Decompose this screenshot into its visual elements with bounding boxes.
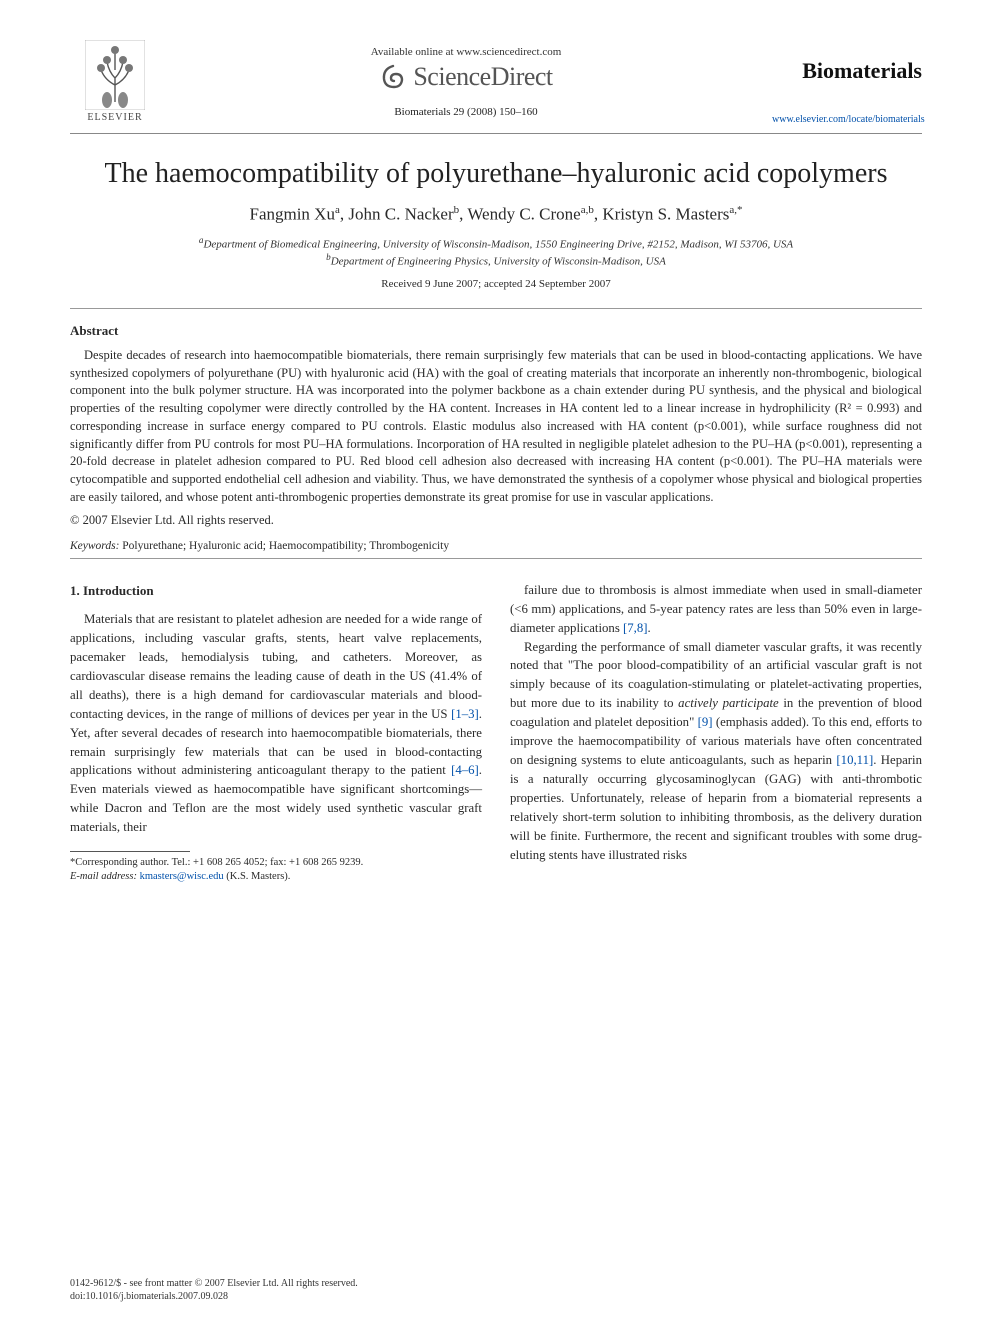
left-column: 1. Introduction Materials that are resis… (70, 581, 482, 885)
sciencedirect-row: ScienceDirect (160, 62, 772, 92)
affiliation-b: bDepartment of Engineering Physics, Univ… (70, 252, 922, 268)
abstract-heading: Abstract (70, 323, 922, 339)
intro-paragraph-1-cont: failure due to thrombosis is almost imme… (510, 581, 922, 638)
keywords-text: Polyurethane; Hyaluronic acid; Haemocomp… (122, 540, 449, 552)
sciencedirect-wordmark: ScienceDirect (413, 62, 552, 92)
keywords-label: Keywords: (70, 540, 119, 552)
doi-line: doi:10.1016/j.biomaterials.2007.09.028 (70, 1290, 358, 1303)
affiliation-a: aDepartment of Biomedical Engineering, U… (70, 235, 922, 251)
body-columns: 1. Introduction Materials that are resis… (70, 581, 922, 885)
front-matter-line: 0142-9612/$ - see front matter © 2007 El… (70, 1277, 358, 1290)
footnote-rule (70, 851, 190, 852)
article-dates: Received 9 June 2007; accepted 24 Septem… (70, 278, 922, 290)
author-list: Fangmin Xua, John C. Nackerb, Wendy C. C… (70, 204, 922, 225)
abstract-bottom-rule (70, 558, 922, 559)
center-header: Available online at www.sciencedirect.co… (160, 40, 772, 118)
abstract-copyright: © 2007 Elsevier Ltd. All rights reserved… (70, 513, 922, 528)
corr-author-line: *Corresponding author. Tel.: +1 608 265 … (70, 856, 482, 870)
corr-email-link[interactable]: kmasters@wisc.edu (140, 871, 224, 882)
right-column: failure due to thrombosis is almost imme… (510, 581, 922, 885)
available-online-text: Available online at www.sciencedirect.co… (160, 46, 772, 58)
intro-paragraph-2: Regarding the performance of small diame… (510, 638, 922, 865)
elsevier-tree-icon (85, 40, 145, 110)
abstract-body: Despite decades of research into haemoco… (70, 347, 922, 507)
keywords-row: Keywords: Polyurethane; Hyaluronic acid;… (70, 540, 922, 552)
footer-meta: 0142-9612/$ - see front matter © 2007 El… (70, 1277, 358, 1303)
article-title: The haemocompatibility of polyurethane–h… (70, 158, 922, 190)
header-rule (70, 133, 922, 134)
email-label: E-mail address: (70, 871, 137, 882)
elsevier-logo-block: ELSEVIER (70, 40, 160, 123)
journal-reference: Biomaterials 29 (2008) 150–160 (160, 106, 772, 118)
section-1-heading: 1. Introduction (70, 581, 482, 600)
corr-email-name: (K.S. Masters). (226, 871, 290, 882)
corr-email-line: E-mail address: kmasters@wisc.edu (K.S. … (70, 870, 482, 884)
journal-block: Biomaterials www.elsevier.com/locate/bio… (772, 40, 922, 125)
journal-name: Biomaterials (772, 58, 922, 84)
corresponding-author-footnote: *Corresponding author. Tel.: +1 608 265 … (70, 856, 482, 884)
header-row: ELSEVIER Available online at www.science… (70, 40, 922, 125)
abstract-top-rule (70, 308, 922, 309)
elsevier-label: ELSEVIER (70, 112, 160, 123)
sciencedirect-swirl-icon (379, 63, 407, 91)
journal-homepage-link[interactable]: www.elsevier.com/locate/biomaterials (772, 114, 922, 125)
intro-paragraph-1: Materials that are resistant to platelet… (70, 610, 482, 837)
